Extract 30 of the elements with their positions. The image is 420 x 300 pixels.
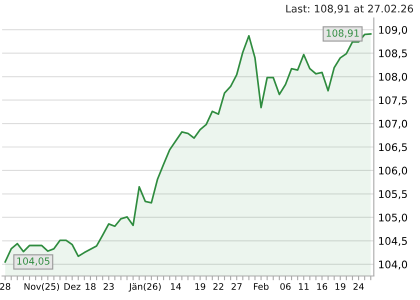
x-tick-label: 22 bbox=[213, 283, 224, 290]
y-tick-label: 109,0 bbox=[379, 26, 408, 35]
y-tick-label: 105,5 bbox=[379, 190, 407, 200]
y-tick-label: 107,5 bbox=[379, 96, 407, 106]
x-tick-label: 24 bbox=[353, 283, 364, 290]
annotation: 108,91 bbox=[326, 29, 359, 38]
x-tick-label: 14 bbox=[171, 283, 181, 290]
x-tick-label: Feb bbox=[254, 282, 269, 290]
x-tick-label: 19 bbox=[195, 283, 206, 290]
x-tick-label: 16 bbox=[317, 283, 328, 290]
x-tick-label: 19 bbox=[336, 283, 346, 290]
y-tick-label: 108,5 bbox=[379, 49, 407, 58]
y-tick-label: 105,0 bbox=[379, 214, 408, 223]
x-tick-label: Nov(25) bbox=[24, 282, 60, 291]
y-tick-label: 106,0 bbox=[379, 166, 408, 176]
x-tick-label: 27 bbox=[232, 283, 242, 290]
x-tick-label: 06 bbox=[280, 283, 291, 290]
x-tick-label: 18 bbox=[86, 283, 96, 290]
x-tick-label: 23 bbox=[104, 283, 114, 290]
x-tick-label: 28 bbox=[0, 283, 10, 290]
y-tick-label: 107,0 bbox=[379, 120, 408, 129]
x-tick-label: Dez bbox=[64, 283, 80, 290]
x-tick-label: 11 bbox=[298, 283, 309, 290]
y-tick-label: 106,5 bbox=[379, 143, 407, 152]
text: Last: 108,91 at 27.02.26 bbox=[286, 4, 414, 14]
y-tick-label: 108,0 bbox=[379, 72, 408, 82]
y-tick-label: 104,0 bbox=[379, 260, 408, 270]
annotation: 104,05 bbox=[17, 257, 50, 266]
y-tick-label: 104,5 bbox=[379, 237, 407, 246]
x-tick-label: Jän(26) bbox=[128, 282, 161, 292]
